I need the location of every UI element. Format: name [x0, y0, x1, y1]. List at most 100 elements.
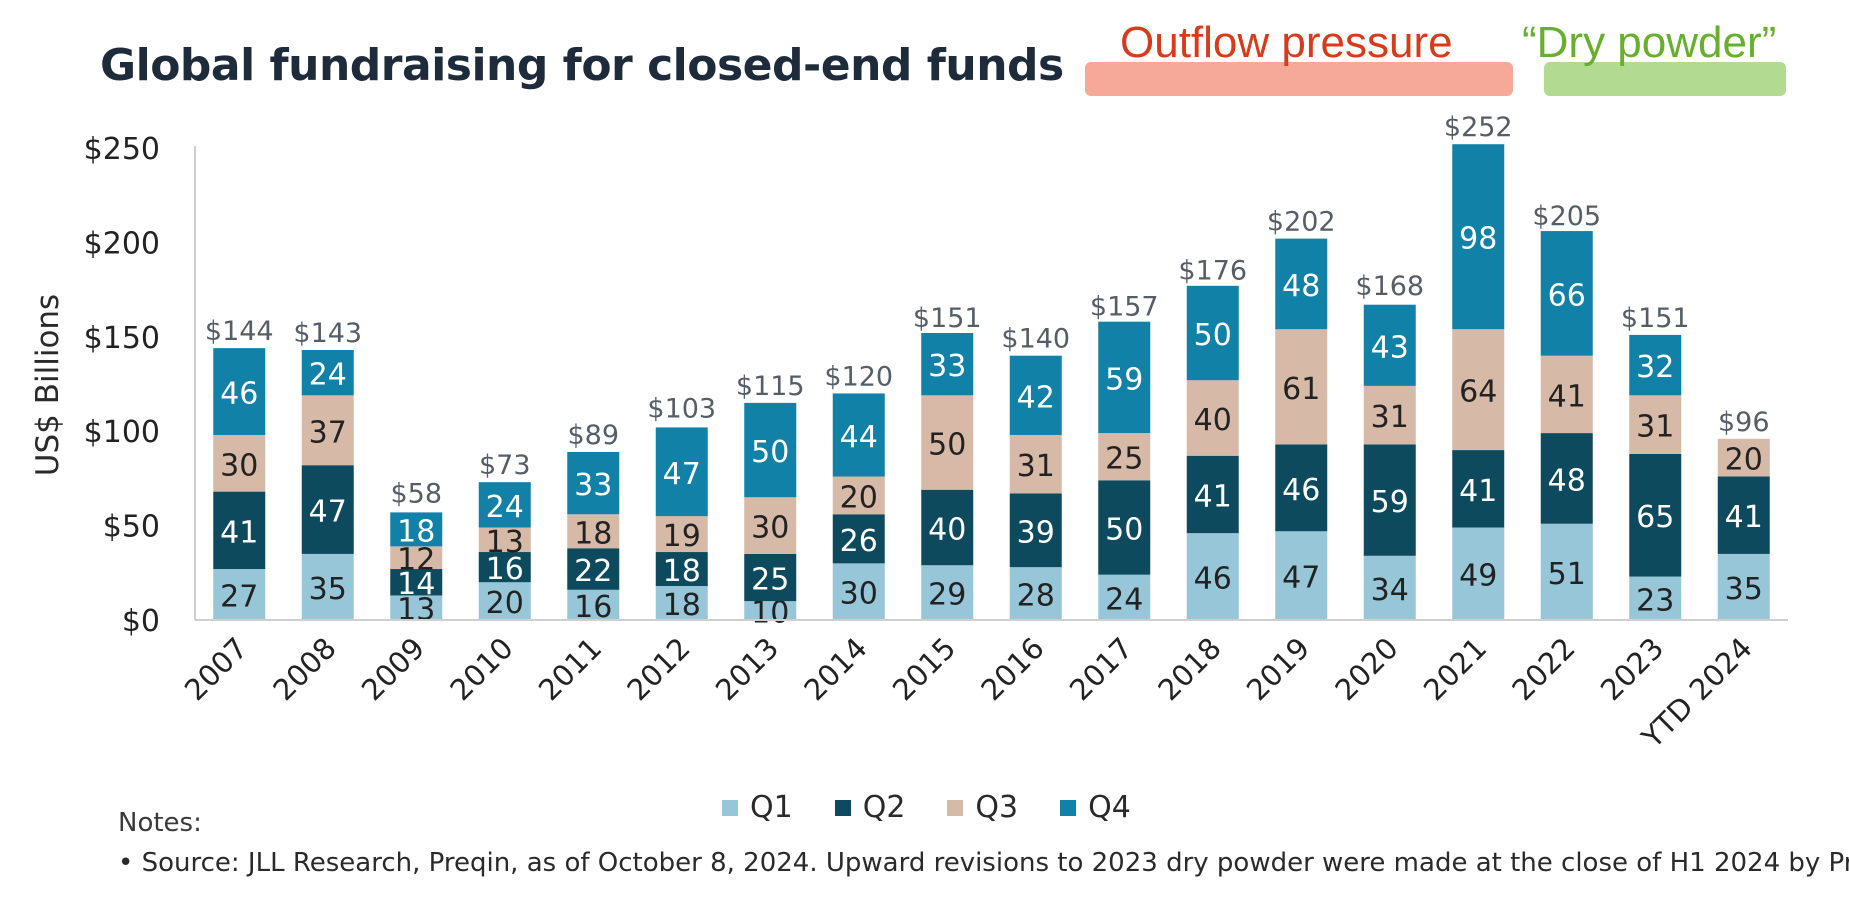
- bar-segment-q2: [1540, 433, 1593, 524]
- bar-segment-q4: [213, 348, 266, 435]
- x-tick-label: 2022: [1505, 631, 1581, 707]
- data-label-q1: 34: [1371, 573, 1409, 608]
- total-label: $89: [567, 420, 619, 451]
- data-label-q1: 10: [751, 596, 789, 631]
- x-tick-label: 2021: [1417, 631, 1493, 707]
- total-label: $151: [913, 303, 982, 334]
- bar-segment-q1: [1717, 553, 1770, 620]
- data-label-q2: 59: [1371, 485, 1409, 520]
- data-label-q2: 41: [1725, 500, 1763, 535]
- data-label-q4: 50: [1194, 318, 1232, 353]
- notes-bullet: •: [118, 848, 134, 878]
- dry-powder-annotation: “Dry powder”: [1522, 18, 1777, 67]
- legend-item-q2: Q2: [834, 790, 905, 825]
- total-label: $202: [1267, 207, 1336, 238]
- data-label-q4: 32: [1636, 350, 1674, 385]
- data-label-q4: 33: [928, 349, 966, 384]
- bar-segment-q3: [1275, 329, 1328, 445]
- total-label: $143: [293, 318, 362, 349]
- bar-segment-q2: [1186, 455, 1239, 534]
- total-label: $120: [824, 361, 893, 392]
- bar-segment-q2: [567, 548, 620, 590]
- x-tick-label: 2015: [886, 631, 962, 707]
- bar-segment-q4: [301, 350, 354, 396]
- data-label-q4: 48: [1282, 269, 1320, 304]
- legend: Q1 Q2 Q3 Q4: [722, 790, 1131, 825]
- data-label-q4: 24: [486, 490, 524, 525]
- x-tick-label: 2016: [974, 631, 1050, 707]
- bar-segment-q1: [655, 586, 708, 620]
- legend-swatch-q4: [1060, 799, 1077, 816]
- data-label-q4: 46: [220, 377, 258, 412]
- x-tick-label: 2020: [1328, 631, 1404, 707]
- data-label-q4: 66: [1548, 278, 1586, 313]
- data-label-q2: 39: [1017, 515, 1055, 550]
- data-label-q4: 47: [663, 457, 701, 492]
- bar-segment-q1: [1009, 567, 1062, 620]
- bar-segment-q1: [921, 565, 974, 620]
- total-label: $168: [1355, 271, 1424, 302]
- x-tick-label: 2013: [709, 631, 785, 707]
- bar-segment-q1: [567, 589, 620, 620]
- data-label-q2: 47: [309, 495, 347, 530]
- data-label-q1: 30: [840, 577, 878, 612]
- bar-segment-q1: [1540, 523, 1593, 620]
- bar-segment-q4: [921, 333, 974, 396]
- bar-segment-q2: [301, 465, 354, 554]
- data-label-q1: 13: [397, 593, 435, 628]
- data-label-q3: 19: [663, 519, 701, 554]
- data-label-q1: 47: [1282, 561, 1320, 596]
- bar-segment-q2: [390, 569, 443, 596]
- data-label-q4: 98: [1459, 222, 1497, 257]
- data-label-q3: 30: [751, 511, 789, 546]
- bar-segment-q1: [1452, 527, 1505, 620]
- data-label-q3: 41: [1548, 379, 1586, 414]
- bar-segment-q3: [478, 527, 531, 553]
- data-label-q4: 33: [574, 468, 612, 503]
- bar-segment-q4: [1629, 334, 1682, 396]
- data-label-q1: 20: [486, 586, 524, 621]
- x-axis-ticks: 2007 2008 2009 2010 2011 2012 2013 2014 2015 2016…: [178, 631, 1759, 755]
- x-tick-label: 2023: [1594, 631, 1670, 707]
- data-label-q3: 37: [309, 415, 347, 450]
- data-label-q4: 24: [309, 358, 347, 393]
- data-label-q2: 25: [751, 563, 789, 598]
- y-tick-label: $150: [84, 321, 160, 356]
- data-label-q3: 31: [1636, 410, 1674, 445]
- data-label-q2: 46: [1282, 473, 1320, 508]
- bar-segment-q3: [744, 497, 797, 554]
- bar-segment-q2: [744, 553, 797, 602]
- data-label-q2: 41: [1194, 479, 1232, 514]
- bar-segment-q2: [1452, 450, 1505, 528]
- outflow-highlight: [1085, 62, 1513, 96]
- legend-item-q1: Q1: [722, 790, 793, 825]
- y-tick-label: $250: [84, 132, 160, 167]
- bar-segment-q1: [213, 569, 266, 620]
- x-tick-label: 2008: [266, 631, 342, 707]
- data-label-q4: 43: [1371, 330, 1409, 365]
- bar-segment-q2: [832, 514, 885, 564]
- bar-segment-q4: [1275, 238, 1328, 330]
- axes: [194, 146, 1788, 621]
- bar-segment-q4: [1186, 285, 1239, 381]
- total-label: $151: [1621, 303, 1690, 334]
- data-label-q1: 35: [1725, 572, 1763, 607]
- bars: 27413046$14435473724$14313141218$5820161…: [205, 112, 1770, 631]
- bar-segment-q4: [1363, 304, 1416, 386]
- x-tick-label: 2007: [178, 631, 254, 707]
- data-label-q1: 23: [1636, 583, 1674, 618]
- data-label-q2: 26: [840, 524, 878, 559]
- bar-segment-q1: [832, 563, 885, 620]
- bar-segment-q4: [1098, 321, 1151, 434]
- data-label-q4: 44: [840, 420, 878, 455]
- data-label-q4: 50: [751, 435, 789, 470]
- data-label-q2: 41: [220, 515, 258, 550]
- y-tick-label: $200: [84, 226, 160, 261]
- bar-segment-q2: [1629, 453, 1682, 577]
- chart-title: Global fundraising for closed-end funds: [100, 40, 1064, 91]
- bar-segment-q4: [655, 427, 708, 517]
- x-tick-label: 2010: [443, 631, 519, 707]
- bar-segment-q3: [1540, 355, 1593, 434]
- x-tick-label: 2018: [1151, 631, 1227, 707]
